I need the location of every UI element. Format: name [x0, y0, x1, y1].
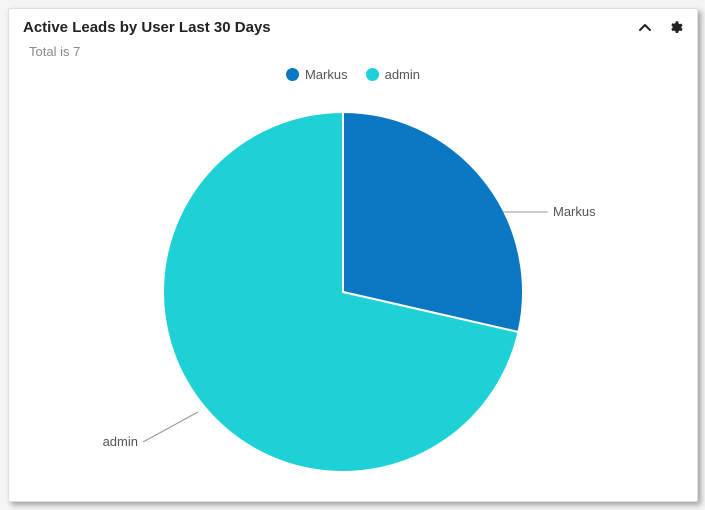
legend-item[interactable]: Markus	[286, 67, 348, 82]
panel-title: Active Leads by User Last 30 Days	[23, 19, 637, 36]
panel-subtitle: Total is 7	[9, 42, 697, 63]
chart-legend: Markus admin	[9, 63, 697, 82]
chart-area: Markus admin Markus admin	[9, 63, 697, 501]
collapse-icon[interactable]	[637, 20, 653, 36]
panel-header: Active Leads by User Last 30 Days	[9, 9, 697, 42]
legend-item[interactable]: admin	[366, 67, 420, 82]
pie-chart: Markus admin	[23, 82, 683, 492]
legend-label: Markus	[305, 67, 348, 82]
panel-header-actions	[637, 20, 683, 36]
callout-label: admin	[103, 434, 138, 449]
callout-line	[143, 412, 198, 442]
legend-swatch	[286, 68, 299, 81]
gear-icon[interactable]	[667, 20, 683, 36]
legend-label: admin	[385, 67, 420, 82]
legend-swatch	[366, 68, 379, 81]
callout-label: Markus	[553, 204, 596, 219]
dashboard-panel: Active Leads by User Last 30 Days Total …	[8, 8, 698, 502]
